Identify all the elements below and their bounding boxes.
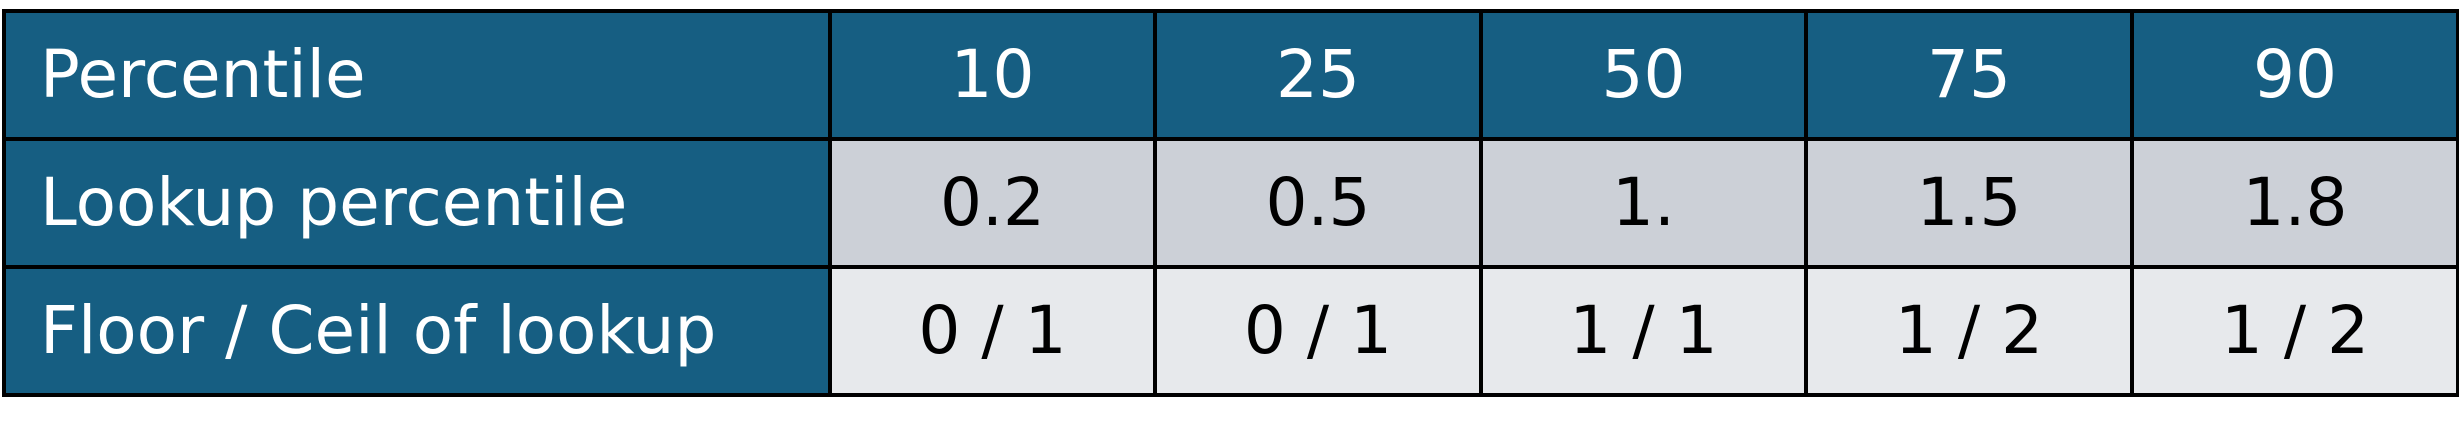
floor-ceil-label-cell: Floor / Ceil of lookup (2, 265, 832, 397)
lookup-percentile-label-cell: Lookup percentile (2, 137, 832, 269)
floor-ceil-cell-10: 0 / 1 (828, 265, 1157, 397)
percentile-table: Percentile 10 25 50 75 90 Lookup percent… (2, 9, 2459, 397)
floor-ceil-cell-25: 0 / 1 (1153, 265, 1483, 397)
floor-ceil-row: Floor / Ceil of lookup 0 / 1 0 / 1 1 / 1… (2, 265, 2459, 397)
lookup-cell-50: 1. (1479, 137, 1808, 269)
lookup-cell-25: 0.5 (1153, 137, 1483, 269)
header-row: Percentile 10 25 50 75 90 (2, 9, 2459, 141)
lookup-cell-75: 1.5 (1804, 137, 2134, 269)
lookup-cell-10: 0.2 (828, 137, 1157, 269)
floor-ceil-cell-90: 1 / 2 (2130, 265, 2459, 397)
lookup-percentile-row: Lookup percentile 0.2 0.5 1. 1.5 1.8 (2, 137, 2459, 269)
header-label-cell: Percentile (2, 9, 832, 141)
lookup-cell-90: 1.8 (2130, 137, 2459, 269)
header-cell-75: 75 (1804, 9, 2134, 141)
header-cell-10: 10 (828, 9, 1157, 141)
floor-ceil-cell-75: 1 / 2 (1804, 265, 2134, 397)
header-cell-90: 90 (2130, 9, 2459, 141)
header-cell-50: 50 (1479, 9, 1808, 141)
header-cell-25: 25 (1153, 9, 1483, 141)
floor-ceil-cell-50: 1 / 1 (1479, 265, 1808, 397)
